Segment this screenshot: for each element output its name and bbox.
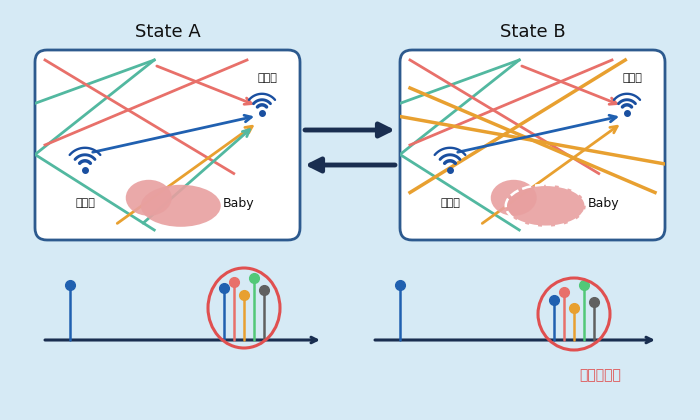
Ellipse shape xyxy=(141,185,220,227)
Ellipse shape xyxy=(505,185,586,227)
Text: 送信機: 送信機 xyxy=(440,198,460,208)
Text: Baby: Baby xyxy=(223,197,254,210)
FancyBboxPatch shape xyxy=(35,50,300,240)
Text: State B: State B xyxy=(500,23,566,41)
Text: 振幅が変動: 振幅が変動 xyxy=(579,368,621,382)
Text: 受信機: 受信機 xyxy=(257,73,277,83)
Text: Baby: Baby xyxy=(588,197,620,210)
Text: 送信機: 送信機 xyxy=(75,198,95,208)
Ellipse shape xyxy=(491,180,537,216)
Ellipse shape xyxy=(126,180,172,216)
Text: 受信機: 受信機 xyxy=(622,73,642,83)
Text: State A: State A xyxy=(134,23,200,41)
FancyBboxPatch shape xyxy=(400,50,665,240)
